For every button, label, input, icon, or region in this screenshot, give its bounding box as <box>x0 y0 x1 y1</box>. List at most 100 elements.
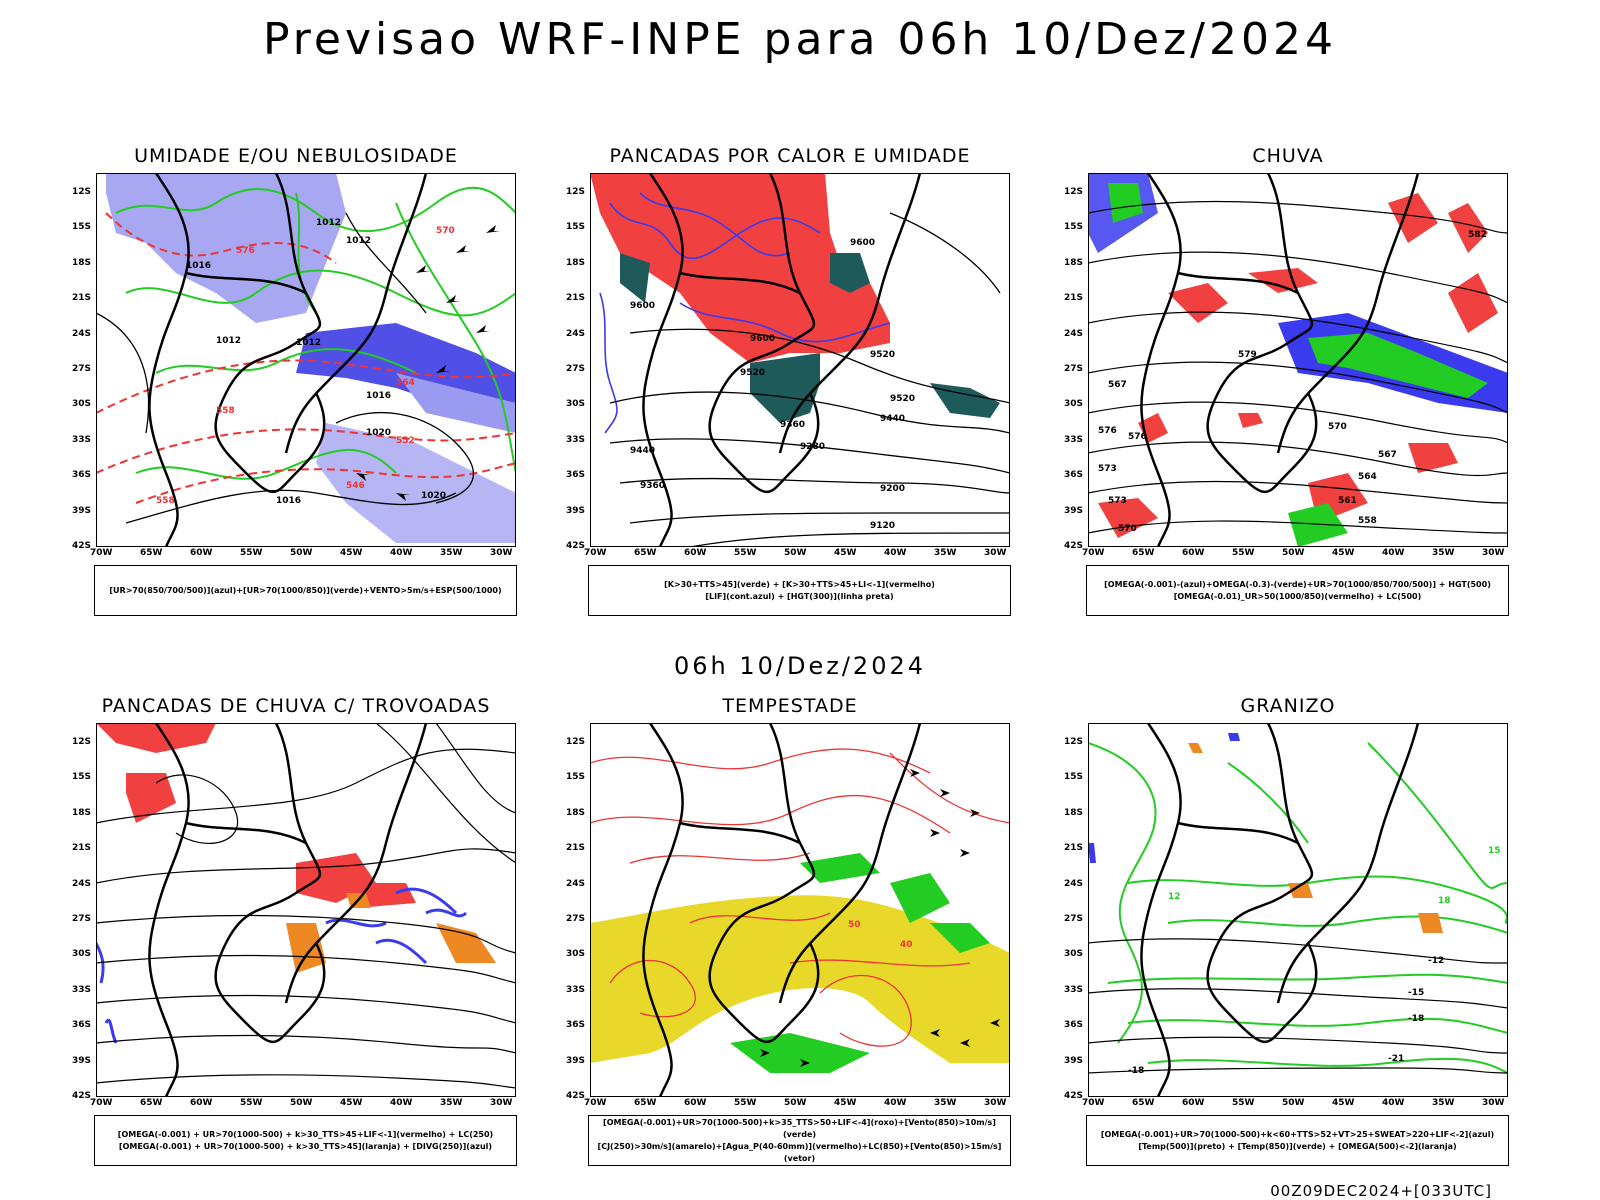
contour-label: 9200 <box>880 484 905 494</box>
lon-tick-label: 60W <box>1182 1098 1205 1108</box>
contour-labels: 582 579 576 573 570 567 564 561 558 576 … <box>1098 230 1487 534</box>
contour-label: 50 <box>848 920 861 930</box>
teal-area-3 <box>930 383 1000 418</box>
lat-tick-label: 21S <box>566 843 586 854</box>
panel-legend: [OMEGA(-0.001)+UR>70(1000-500)+k>35_TTS>… <box>588 1115 1011 1166</box>
country-borders <box>1140 173 1420 547</box>
red-instability-area <box>590 173 890 363</box>
lon-tick-label: 45W <box>340 548 363 558</box>
contour-label: 570 <box>436 226 455 236</box>
contour-label: 579 <box>1238 350 1257 360</box>
lat-tick-label: 18S <box>72 807 92 818</box>
lon-tick-label: 55W <box>240 1098 263 1108</box>
legend-line: [K>30+TTS>45](verde) + [K>30+TTS>45+LI<-… <box>664 579 935 589</box>
lon-tick-label: 35W <box>440 548 463 558</box>
contour-label: 561 <box>1338 496 1357 506</box>
lat-tick-label: 15S <box>566 222 586 233</box>
contour-label: -21 <box>1388 1054 1404 1064</box>
lat-tick-label: 21S <box>1064 293 1084 304</box>
legend-line: [LIF](cont.azul) + [HGT(300)](linha pret… <box>705 591 894 601</box>
panel-hail: GRANIZO <box>1064 695 1509 1185</box>
contour-label: 9600 <box>630 301 655 311</box>
lat-tick-label: 42S <box>72 1091 92 1101</box>
lat-tick-label: 12S <box>72 187 92 197</box>
lat-tick-label: 33S <box>72 984 92 995</box>
contour-label: 9520 <box>740 368 765 378</box>
lon-tick-label: 45W <box>340 1098 363 1108</box>
contour-label: 570 <box>1118 524 1137 534</box>
panel-legend: [K>30+TTS>45](verde) + [K>30+TTS>45+LI<-… <box>588 565 1011 616</box>
lat-tick-label: 18S <box>566 257 586 268</box>
lat-tick-label: 33S <box>566 434 586 445</box>
wind-vectors <box>760 769 1000 1067</box>
contour-label: 9120 <box>870 521 895 531</box>
lat-tick-label: 27S <box>566 914 586 924</box>
lon-tick-label: 50W <box>290 1098 313 1108</box>
temp850-contours <box>1088 742 1508 1074</box>
lon-tick-label: 40W <box>390 548 413 558</box>
lon-tick-label: 45W <box>1332 1098 1355 1108</box>
teal-area-1 <box>750 353 820 423</box>
green-rain-band <box>1308 333 1488 398</box>
omega-orange-patches <box>1188 743 1443 933</box>
panel-title: UMIDADE E/OU NEBULOSIDADE <box>134 145 458 167</box>
lon-tick-label: 40W <box>884 1098 907 1108</box>
wind-arrows <box>356 225 500 501</box>
lat-tick-label: 15S <box>566 772 586 783</box>
green-rain-south <box>1288 503 1348 547</box>
contour-label: 1020 <box>421 491 446 501</box>
panel-legend: [OMEGA(-0.001)+UR>70(1000-500)+k<60+TTS>… <box>1086 1115 1509 1166</box>
contour-label: 9440 <box>630 446 655 456</box>
hgt500-contours <box>1088 200 1508 534</box>
hgt-contours <box>609 212 1010 547</box>
country-borders <box>642 173 922 547</box>
lat-tick-label: 27S <box>1064 914 1084 924</box>
lon-tick-label: 70W <box>1082 1098 1105 1108</box>
contour-label: -18 <box>1128 1066 1144 1076</box>
contour-label: 12 <box>1168 892 1181 902</box>
lat-tick-label: 27S <box>72 364 92 374</box>
lon-tick-label: 55W <box>1232 1098 1255 1108</box>
lat-tick-label: 39S <box>1064 1055 1084 1066</box>
contour-labels: 50 40 <box>848 920 913 950</box>
contour-label: 567 <box>1108 380 1127 390</box>
map-thunderstorm-showers <box>96 723 516 1097</box>
lat-tick-label: 30S <box>1064 399 1084 410</box>
lon-tick-label: 65W <box>140 1098 163 1108</box>
lon-tick-label: 35W <box>1432 1098 1455 1108</box>
contour-label: 1016 <box>186 261 211 271</box>
contour-label: 9440 <box>880 414 905 424</box>
humidity-blue-right <box>396 373 516 433</box>
lon-tick-label: 35W <box>440 1098 463 1108</box>
panel-title: TEMPESTADE <box>722 695 858 717</box>
legend-line: [OMEGA(-0.01)_UR>50(1000/850)(vermelho) … <box>1173 591 1422 601</box>
lon-tick-label: 40W <box>1382 548 1405 558</box>
lat-tick-label: 33S <box>1064 984 1084 995</box>
country-borders <box>148 173 428 547</box>
legend-line: [OMEGA(-0.001)-(azul)+OMEGA(-0.3)-(verde… <box>1104 579 1491 589</box>
contour-label: 576 <box>1128 432 1147 442</box>
red-dashed-contours <box>96 212 516 504</box>
panel-title: GRANIZO <box>1240 695 1336 717</box>
panel-legend: [UR>70(850/700/500)](azul)+[UR>70(1000/8… <box>94 565 517 616</box>
lat-tick-label: 42S <box>72 541 92 551</box>
lat-tick-label: 12S <box>1064 737 1084 747</box>
lon-tick-label: 55W <box>240 548 263 558</box>
lon-tick-label: 60W <box>684 548 707 558</box>
lon-tick-label: 30W <box>1482 1098 1505 1108</box>
lon-tick-label: 30W <box>490 1098 513 1108</box>
contour-label: 576 <box>1098 426 1117 436</box>
lat-tick-label: 24S <box>566 878 586 889</box>
lon-tick-label: 45W <box>834 1098 857 1108</box>
legend-line: [OMEGA(-0.001)+UR>70(1000-500)+k<60+TTS>… <box>1100 1129 1495 1139</box>
panel-title: CHUVA <box>1252 145 1324 167</box>
lat-tick-label: 36S <box>566 1020 586 1031</box>
lon-tick-label: 40W <box>1382 1098 1405 1108</box>
lon-tick-label: 50W <box>1282 1098 1305 1108</box>
lat-tick-label: 24S <box>72 328 92 339</box>
lon-tick-label: 70W <box>90 548 113 558</box>
forecast-stamp: 00Z09DEC2024+[033UTC] <box>1270 1182 1492 1200</box>
lon-tick-label: 45W <box>834 548 857 558</box>
contour-labels: 1012 1012 1016 1012 1012 1016 1020 1016 … <box>156 218 455 506</box>
lon-tick-label: 60W <box>684 1098 707 1108</box>
